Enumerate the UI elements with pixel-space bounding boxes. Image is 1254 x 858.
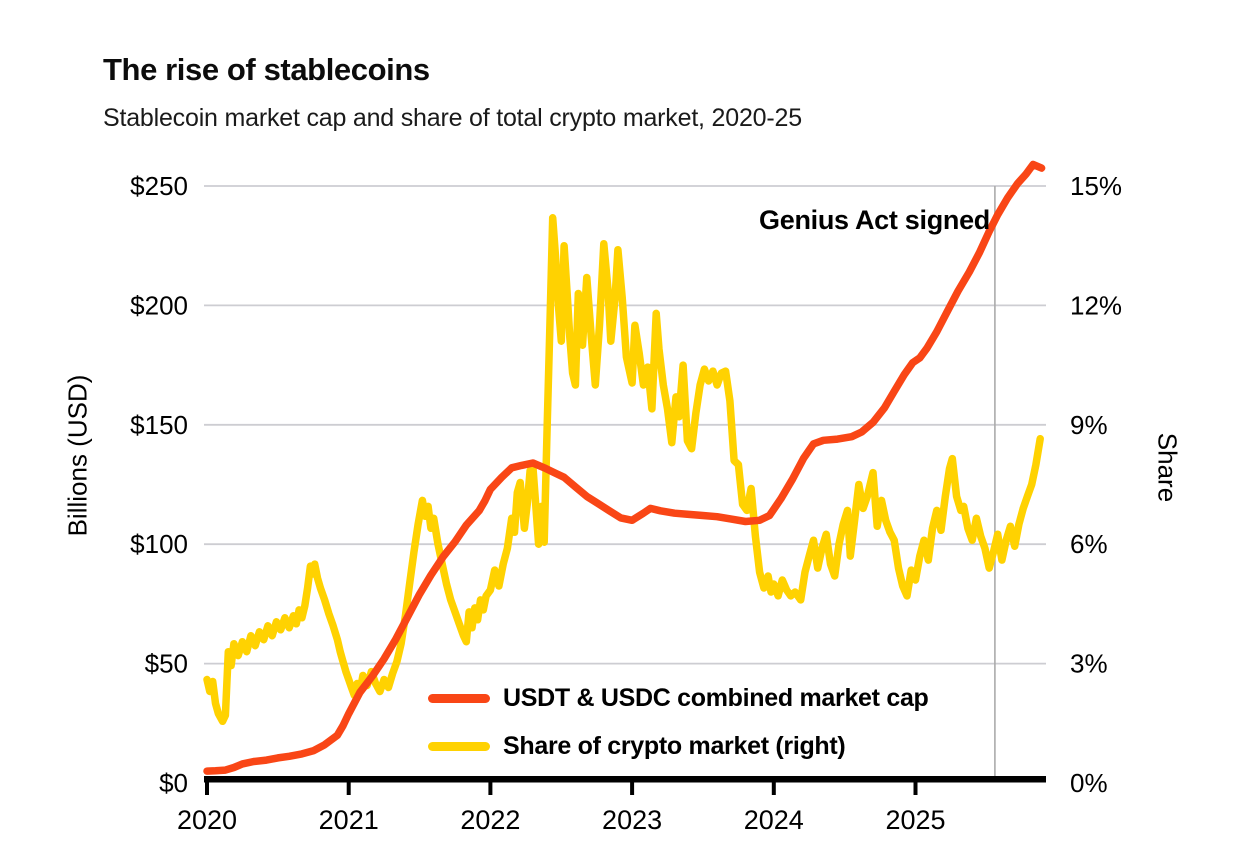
left-axis-tick-label: $150 bbox=[130, 410, 188, 440]
right-axis-title: Share bbox=[1152, 432, 1183, 503]
left-axis-tick-label: $100 bbox=[130, 529, 188, 559]
left-axis-tick-label: $250 bbox=[130, 171, 188, 201]
right-axis-tick-label: 12% bbox=[1070, 290, 1122, 320]
left-axis-tick-label: $0 bbox=[159, 768, 188, 798]
left-axis-tick-label: $50 bbox=[145, 649, 188, 679]
chart-title: The rise of stablecoins bbox=[103, 52, 430, 87]
market-cap-line bbox=[203, 160, 1046, 775]
legend-item-market-cap: USDT & USDC combined market cap bbox=[428, 682, 929, 714]
market-cap-line-swatch bbox=[428, 693, 490, 703]
legend-item-share: Share of crypto market (right) bbox=[428, 730, 929, 762]
legend: USDT & USDC combined market cap Share of… bbox=[428, 682, 929, 762]
chart-subtitle: Stablecoin market cap and share of total… bbox=[103, 104, 802, 132]
x-axis-tick-label: 2024 bbox=[744, 805, 804, 835]
legend-label-market-cap: USDT & USDC combined market cap bbox=[503, 683, 929, 712]
x-axis-tick-label: 2025 bbox=[885, 805, 945, 835]
legend-label-share: Share of crypto market (right) bbox=[503, 731, 846, 760]
right-axis-tick-label: 3% bbox=[1070, 649, 1108, 679]
x-axis-tick-label: 2021 bbox=[319, 805, 379, 835]
x-axis-line bbox=[204, 776, 1046, 783]
right-axis-tick-label: 15% bbox=[1070, 171, 1122, 201]
share-line-swatch bbox=[428, 741, 490, 751]
right-axis-tick-label: 0% bbox=[1070, 768, 1108, 798]
x-axis-tick-label: 2022 bbox=[460, 805, 520, 835]
right-axis-tick-label: 6% bbox=[1070, 529, 1108, 559]
x-axis-tick-label: 2023 bbox=[602, 805, 662, 835]
x-axis-tick-label: 2020 bbox=[177, 805, 237, 835]
annotation-label: Genius Act signed bbox=[759, 205, 990, 235]
right-axis-tick-label: 9% bbox=[1070, 410, 1108, 440]
left-axis-tick-label: $200 bbox=[130, 290, 188, 320]
left-axis-title: Billions (USD) bbox=[62, 374, 93, 537]
share-line bbox=[203, 214, 1044, 726]
